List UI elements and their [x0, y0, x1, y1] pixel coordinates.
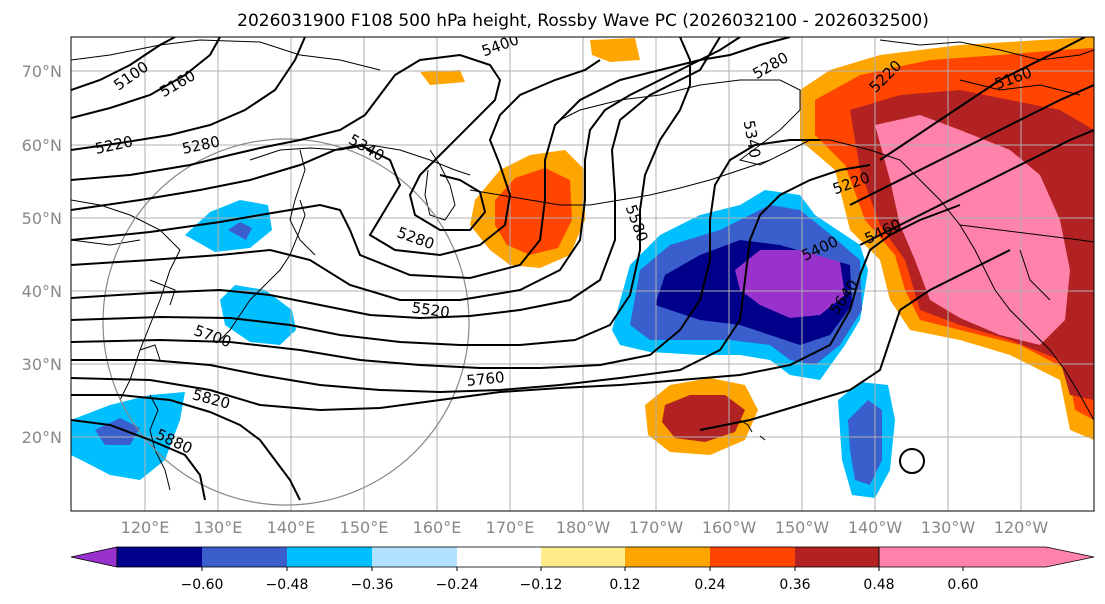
lon-label-170e: 170°E: [486, 518, 535, 537]
contour-5220-west: [71, 37, 306, 151]
positive-anomaly-arctic-small: [420, 70, 465, 85]
lat-label-50: 50°N: [22, 209, 62, 228]
colorbar-label: 0.48: [863, 577, 894, 593]
map-content: 5100 5160 5220 5280 5340 5400 5280 5520 …: [71, 37, 1094, 511]
contour-closed-hawaii: [899, 448, 925, 474]
contour-5460: [71, 37, 741, 301]
contour-5160: [71, 37, 221, 119]
lon-label-160e: 160°E: [413, 518, 462, 537]
longitude-labels: 120°E 130°E 140°E 150°E 160°E 170°E 180°…: [121, 518, 1049, 537]
colorbar-segment: [287, 547, 372, 567]
coastline-japan: [219, 199, 306, 341]
colorbar-label: 0.24: [694, 577, 725, 593]
colorbar-segment: [117, 547, 202, 567]
lon-label-130e: 130°E: [194, 518, 243, 537]
height-contours: [71, 37, 1094, 501]
colorbar-segment: [541, 547, 625, 567]
lon-label-150e: 150°E: [340, 518, 389, 537]
colorbar-segment: [710, 547, 795, 567]
positive-anomaly-arctic: [590, 38, 640, 62]
contour-east-ridge-3: [879, 37, 1086, 161]
colorbar-label: −0.12: [520, 577, 563, 593]
contour-5400-ridge: [71, 37, 791, 280]
lon-label-130w: 130°W: [921, 518, 976, 537]
contour-east-ridge: [849, 84, 1094, 206]
great-circle-outline: [102, 138, 470, 506]
contour-5280-west: [71, 53, 502, 231]
positive-anomaly-nwpac-inner: [495, 168, 572, 255]
colorbar-segment: [457, 547, 541, 567]
contour-label: 5760: [466, 368, 506, 390]
negative-anomaly-japan-north: [185, 200, 272, 252]
colorbar-extend-low: [70, 546, 118, 568]
lon-label-150w: 150°W: [775, 518, 830, 537]
lat-label-40: 40°N: [22, 282, 62, 301]
colorbar: −0.60 −0.48 −0.36 −0.24 −0.12 0.12 0.24 …: [70, 546, 1095, 593]
colorbar-segment: [372, 547, 457, 567]
coastline-kamchatka: [424, 149, 456, 221]
contour-5100: [71, 37, 176, 91]
contour-5340-west: [71, 59, 601, 257]
negative-anomaly-pac-purple: [735, 250, 845, 318]
lon-label-180w: 180°W: [556, 518, 611, 537]
lon-label-140w: 140°W: [848, 518, 903, 537]
colorbar-segment: [202, 547, 287, 567]
map-title: 2026031900 F108 500 hPa height, Rossby W…: [237, 11, 929, 31]
contour-5580: [71, 37, 691, 346]
colorbar-label: 0.60: [947, 577, 978, 593]
colorbar-label: −0.60: [181, 577, 224, 593]
negative-anomaly-japan-south: [220, 285, 296, 345]
colorbar-label: 0.12: [609, 577, 640, 593]
colorbar-label: −0.48: [266, 577, 309, 593]
colorbar-label: 0.36: [779, 577, 810, 593]
contour-5700: [71, 164, 871, 394]
negative-anomaly-japan-north-inner: [228, 222, 252, 240]
map-panel: 5100 5160 5220 5280 5340 5400 5280 5520 …: [70, 36, 1095, 512]
contour-5820: [71, 249, 1011, 501]
lat-label-70: 70°N: [22, 62, 62, 81]
latitude-labels: 70°N 60°N 50°N 40°N 30°N 20°N: [22, 62, 62, 447]
lat-label-60: 60°N: [22, 136, 62, 155]
colorbar-label: −0.36: [351, 577, 394, 593]
contour-east-ridge-2: [859, 129, 1094, 246]
lat-label-20: 20°N: [22, 428, 62, 447]
negative-anomaly-hawaii-blue: [848, 400, 882, 485]
map-border: [70, 36, 1095, 512]
contour-5520: [71, 37, 721, 320]
lat-label-30: 30°N: [22, 355, 62, 374]
lon-label-170w: 170°W: [629, 518, 684, 537]
colorbar-segment: [625, 547, 710, 567]
colorbar-frame: [116, 546, 880, 568]
lon-label-120e: 120°E: [121, 518, 170, 537]
colorbar-label: −0.24: [436, 577, 479, 593]
contour-5640: [71, 139, 820, 369]
contour-5760: [71, 204, 961, 412]
coastline-arctic: [879, 39, 1094, 96]
lon-label-120w: 120°W: [994, 518, 1049, 537]
lon-label-160w: 160°W: [702, 518, 757, 537]
positive-anomaly-subtropical-inner: [662, 395, 745, 442]
colorbar-segment: [795, 547, 879, 567]
contour-5880: [71, 419, 206, 501]
lon-label-140e: 140°E: [267, 518, 316, 537]
coastline-north-america: [869, 149, 1094, 421]
colorbar-extend-high: [878, 546, 1095, 568]
coastline-east-asia: [71, 199, 181, 401]
contour-label: 5520: [411, 298, 451, 321]
